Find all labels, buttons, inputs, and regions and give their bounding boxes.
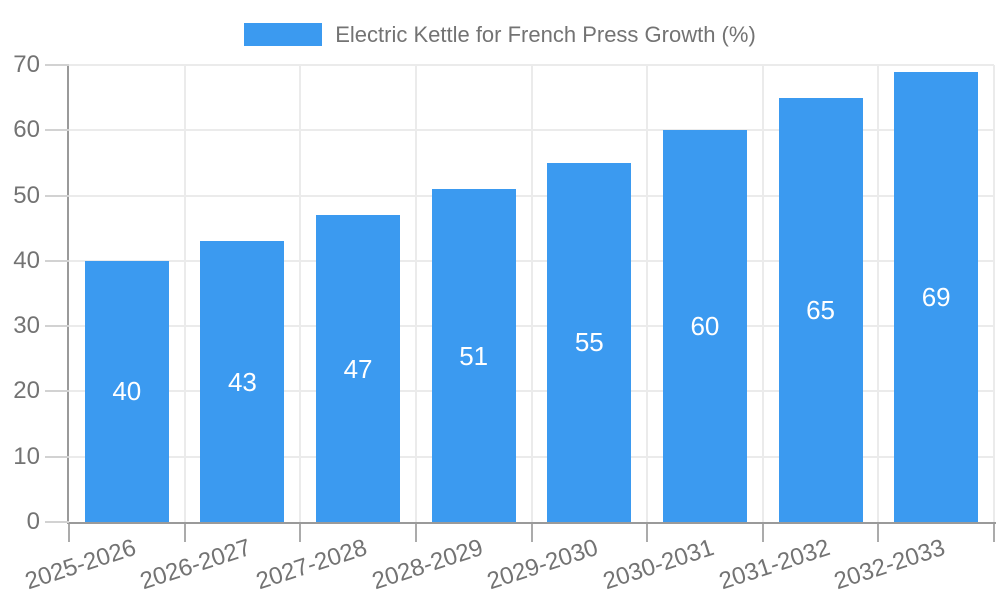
y-tick-label: 60 bbox=[13, 116, 40, 144]
x-tick-mark bbox=[993, 524, 995, 542]
x-gridline bbox=[761, 65, 764, 522]
chart-legend[interactable]: Electric Kettle for French Press Growth … bbox=[0, 20, 1000, 48]
bar-value-label: 47 bbox=[343, 353, 373, 384]
x-tick-mark bbox=[183, 524, 186, 542]
bar[interactable] bbox=[662, 130, 747, 522]
x-gridline bbox=[530, 65, 533, 522]
y-axis-line bbox=[67, 65, 69, 524]
legend-swatch bbox=[244, 22, 323, 46]
bar[interactable] bbox=[547, 162, 632, 522]
bar[interactable] bbox=[200, 241, 285, 522]
x-tick-mark bbox=[299, 524, 302, 542]
y-tick-label: 40 bbox=[13, 246, 40, 274]
y-tick-mark bbox=[45, 64, 69, 66]
x-axis-line bbox=[67, 522, 996, 524]
y-tick-label: 50 bbox=[13, 181, 40, 209]
x-tick-mark bbox=[646, 524, 649, 542]
bar[interactable] bbox=[431, 189, 516, 522]
bar-value-label: 51 bbox=[459, 340, 489, 371]
y-tick-mark bbox=[45, 521, 69, 523]
legend-label: Electric Kettle for French Press Growth … bbox=[335, 21, 756, 47]
y-tick-mark bbox=[45, 129, 69, 132]
y-tick-mark bbox=[45, 194, 69, 197]
x-gridline bbox=[299, 65, 302, 522]
x-gridline bbox=[183, 65, 186, 522]
bar[interactable] bbox=[894, 71, 979, 522]
x-tick-mark bbox=[877, 524, 880, 542]
x-gridline bbox=[646, 65, 649, 522]
bar-value-label: 69 bbox=[921, 281, 951, 312]
y-tick-mark bbox=[45, 390, 69, 393]
y-tick-mark bbox=[45, 259, 69, 262]
x-tick-mark bbox=[68, 524, 70, 542]
y-tick-mark bbox=[45, 455, 69, 458]
bar[interactable] bbox=[84, 260, 169, 522]
x-gridline bbox=[877, 65, 880, 522]
bar-value-label: 65 bbox=[806, 294, 836, 325]
x-tick-mark bbox=[761, 524, 764, 542]
bar-value-label: 43 bbox=[227, 366, 257, 397]
bar-value-label: 55 bbox=[574, 327, 604, 358]
y-tick-label: 70 bbox=[13, 51, 40, 78]
x-tick-mark bbox=[414, 524, 417, 542]
y-tick-label: 20 bbox=[13, 377, 40, 405]
y-tick-mark bbox=[45, 325, 69, 328]
y-tick-label: 30 bbox=[13, 312, 40, 340]
x-gridline bbox=[414, 65, 417, 522]
bar[interactable] bbox=[316, 215, 401, 522]
bar[interactable] bbox=[778, 97, 863, 522]
y-tick-label: 0 bbox=[26, 508, 40, 535]
bar-value-label: 40 bbox=[112, 376, 142, 407]
y-tick-label: 10 bbox=[13, 442, 40, 470]
x-gridline bbox=[993, 65, 995, 522]
x-tick-mark bbox=[530, 524, 533, 542]
bar-value-label: 60 bbox=[690, 311, 720, 342]
